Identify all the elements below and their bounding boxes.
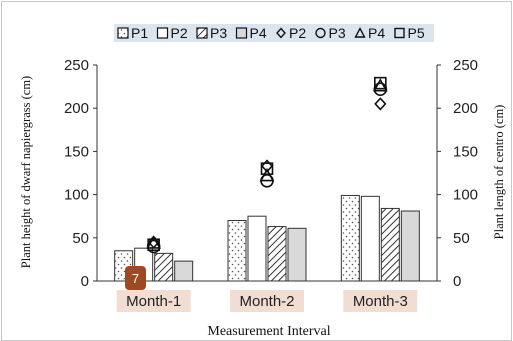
bar-p4-month-3 <box>400 210 420 282</box>
bars <box>114 194 420 282</box>
y-tick-label-right: 100 <box>453 187 478 204</box>
bar-p4-month-1 <box>174 260 194 282</box>
marker-p4-triangle <box>146 235 162 249</box>
category-label-bg <box>116 290 191 312</box>
category-label: Month-2 <box>239 293 294 310</box>
bar-p1-month-3 <box>340 194 360 282</box>
y-axis-left-title: Plant height of dwarf napiergrass (cm) <box>19 76 33 268</box>
legend-item-p2-swatch <box>156 27 169 39</box>
marker-p4-triangle <box>372 78 388 92</box>
marker-p2-diamond <box>374 97 387 111</box>
y-tick-label-left: 50 <box>72 230 89 247</box>
legend-item-p4-label: P4 <box>368 25 385 41</box>
annotation-badge-text: 7 <box>132 271 139 286</box>
x-axis-title: Measurement Interval <box>207 324 330 339</box>
category-label: Month-3 <box>353 293 408 310</box>
legend-item-p4-marker <box>354 27 366 38</box>
category-label-bg <box>230 290 304 312</box>
y-tick-label-right: 200 <box>453 100 478 117</box>
y-tick-label-right: 150 <box>453 143 478 160</box>
category-labels: Month-1 Month-2 Month-3 <box>116 290 418 312</box>
bar-p3-month-3 <box>380 207 400 282</box>
y-ticks-left: 0 50 100 150 200 250 <box>64 57 97 290</box>
legend-item-p3-swatch <box>196 27 208 39</box>
legend-item-p4-swatch <box>235 27 248 39</box>
legend-item-p2-marker <box>276 27 286 39</box>
bar-p4-month-2 <box>287 227 307 282</box>
bar-p3-month-1 <box>154 252 174 282</box>
legend-item-p3-label: P3 <box>329 25 346 41</box>
y-tick-label-right: 0 <box>453 273 461 290</box>
legend-item-p1-swatch <box>117 27 129 39</box>
marker-p5-square <box>260 162 274 175</box>
y-tick-label-right: 250 <box>453 57 478 74</box>
y-tick-label-right: 50 <box>453 230 470 247</box>
legend-item-p3-marker <box>315 27 326 39</box>
legend-item-p4-label: P4 <box>250 25 267 41</box>
legend-item-p3-label: P3 <box>210 25 227 41</box>
y-tick-label-left: 0 <box>81 273 89 290</box>
marker-p5-square <box>374 76 387 90</box>
marker-p4-triangle <box>259 167 275 182</box>
bar-p3-month-2 <box>267 226 287 282</box>
bar-p2-month-3 <box>360 195 380 282</box>
y-axis-right-title: Plant length of centro (cm) <box>492 105 506 240</box>
y-tick-label-left: 250 <box>64 57 89 74</box>
category-label-bg <box>343 290 418 312</box>
annotation-badge: 7 <box>125 266 146 290</box>
legend-item-p2-label: P2 <box>171 25 188 41</box>
y-tick-label-left: 150 <box>64 143 89 160</box>
y-tick-label-left: 100 <box>64 187 89 204</box>
legend-item-p2-label: P2 <box>289 25 306 41</box>
bar-p1-month-2 <box>227 220 247 282</box>
y-tick-label-left: 200 <box>64 100 89 117</box>
legend-item-p5-marker <box>394 27 405 39</box>
legend-item-p5-label: P5 <box>408 25 425 41</box>
marker-p2-diamond <box>260 159 274 173</box>
y-ticks-right: 0 50 100 150 200 250 <box>437 57 478 290</box>
marker-p5-square <box>147 238 160 252</box>
category-label: Month-1 <box>126 293 181 310</box>
markers <box>146 76 388 254</box>
bar-p2-month-2 <box>247 215 267 282</box>
legend: P1 P2 P3 P4 P2 P3 P4 P5 <box>117 25 425 41</box>
legend-item-p1-label: P1 <box>131 25 148 41</box>
legend-background <box>114 24 434 42</box>
